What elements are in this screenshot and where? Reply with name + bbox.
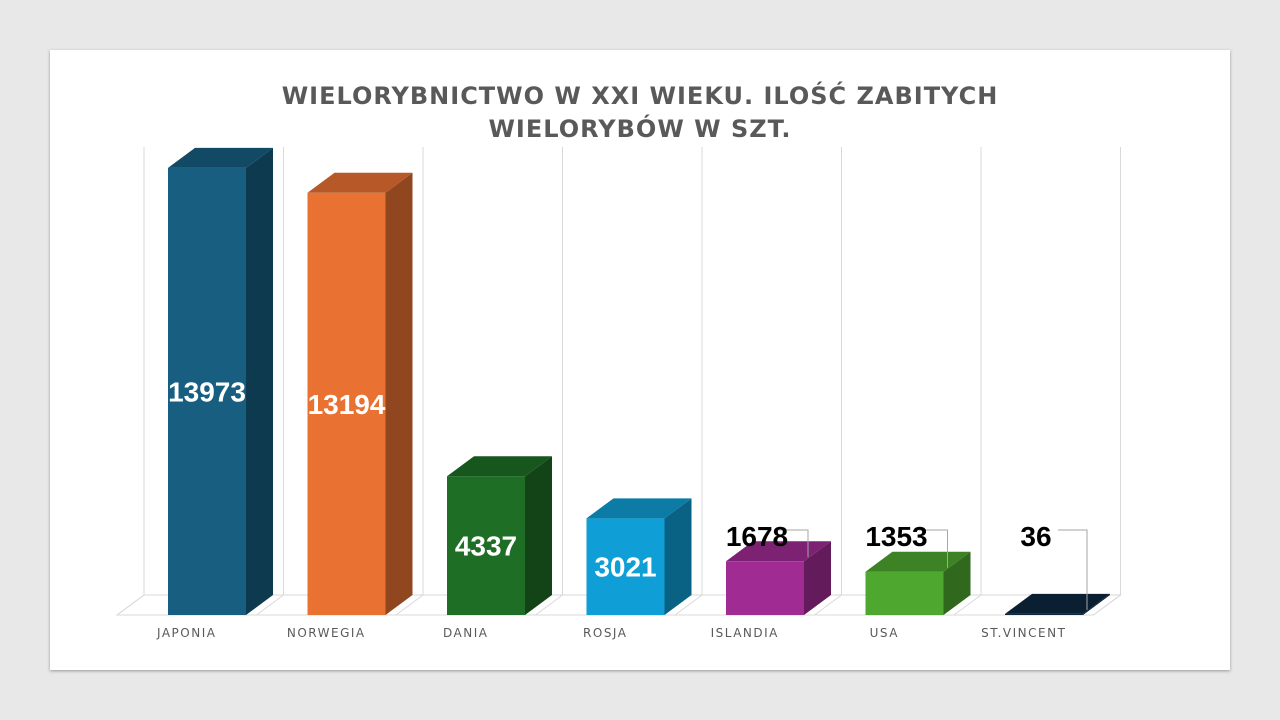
bar-top <box>168 147 273 168</box>
data-label-leader <box>1058 529 1088 610</box>
data-label: 3021 <box>594 552 656 583</box>
bar-top <box>726 541 831 562</box>
bar <box>1005 593 1110 615</box>
bar-side <box>385 172 413 615</box>
bar-front <box>1005 613 1083 615</box>
floor-divider <box>674 594 703 616</box>
bar-side <box>664 498 692 615</box>
bar-top <box>1005 593 1110 614</box>
floor-divider <box>395 594 424 616</box>
data-label: 13194 <box>308 389 386 420</box>
bar <box>586 498 692 615</box>
gridlines <box>143 147 1121 595</box>
bar <box>307 172 413 616</box>
bar-front <box>447 476 525 615</box>
bar-top <box>586 498 692 519</box>
bar <box>168 147 273 615</box>
bar-front <box>865 571 944 615</box>
floor-divider <box>1093 594 1121 616</box>
data-label: 36 <box>1020 521 1051 552</box>
bar-front <box>307 192 386 616</box>
bar-top <box>447 456 552 477</box>
floor-divider <box>953 594 982 616</box>
bar-side <box>1083 593 1110 615</box>
chart-title-line-2: WIELORYBÓW W SZT. <box>488 115 792 143</box>
bar-side <box>525 456 552 615</box>
bar-chart: 13973 JAPONIA 13194 NORWEGIA 4337 DANIA 3021 RO… <box>115 147 1123 640</box>
data-label: 1678 <box>726 521 788 552</box>
floor-divider <box>535 594 563 616</box>
slide-background: WIELORYBNICTWO W XXI WIEKU. ILOŚĆ ZABITY… <box>50 50 1230 670</box>
bar-side <box>246 147 273 615</box>
floor-divider <box>116 594 145 616</box>
bar-front <box>726 561 804 615</box>
data-label: 1353 <box>865 521 927 552</box>
category-label: DANIA <box>443 626 488 640</box>
category-label: ST.VINCENT <box>981 626 1066 640</box>
chart-title: WIELORYBNICTWO W XXI WIEKU. ILOŚĆ ZABITY… <box>50 80 1230 146</box>
category-label: USA <box>870 626 899 640</box>
bar <box>726 541 831 615</box>
bar-front <box>586 518 665 615</box>
category-label: JAPONIA <box>156 626 216 640</box>
bar-side <box>943 551 971 615</box>
category-label: NORWEGIA <box>287 626 366 640</box>
bar-front <box>168 167 246 615</box>
chart-title-line-1: WIELORYBNICTWO W XXI WIEKU. ILOŚĆ ZABITY… <box>281 82 999 110</box>
data-label-leader <box>918 529 948 568</box>
data-label: 13973 <box>168 376 246 407</box>
category-label: ISLANDIA <box>711 626 779 640</box>
category-label: ROSJA <box>583 626 627 640</box>
bar-top <box>865 551 971 572</box>
floor-divider <box>256 594 284 616</box>
bar <box>447 456 552 615</box>
bar-top <box>307 172 413 193</box>
floor-divider <box>814 594 842 616</box>
data-label-leader <box>779 529 809 558</box>
bar <box>865 551 971 615</box>
bar-side <box>804 541 831 615</box>
data-label: 4337 <box>455 531 517 562</box>
